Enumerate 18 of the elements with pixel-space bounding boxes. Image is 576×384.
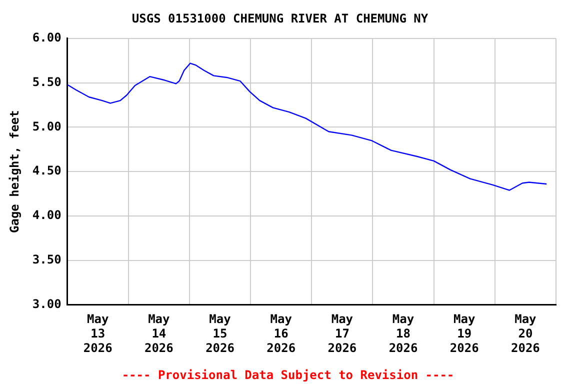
- x-tick-label: May 19 2026: [450, 312, 479, 355]
- y-tick-label: 5.50: [32, 74, 62, 89]
- x-tick-label: May 14 2026: [144, 312, 174, 355]
- y-tick-label: 3.00: [32, 296, 62, 311]
- x-tick-label: May 15 2026: [206, 312, 234, 355]
- y-tick-label: 4.00: [32, 208, 62, 222]
- text: ---- Provisional Data Subject to Revision ----: [122, 368, 454, 382]
- x-tick-label: May 17 2026: [328, 312, 357, 355]
- y-tick-label: 5.00: [32, 119, 62, 134]
- x-tick-label: May 18 2026: [388, 312, 418, 355]
- y-tick-label: 6.00: [32, 30, 62, 45]
- y-axis-title: Gage height, feet: [7, 110, 22, 234]
- y-tick-label: 3.50: [32, 252, 62, 267]
- y-tick-label: 4.50: [32, 164, 62, 178]
- chart-title: USGS 01531000 CHEMUNG RIVER AT CHEMUNG NY: [132, 11, 429, 26]
- x-tick-label: May 20 2026: [511, 312, 540, 355]
- x-tick-label: May 16 2026: [266, 312, 296, 355]
- x-tick-label: May 13 2026: [83, 312, 112, 355]
